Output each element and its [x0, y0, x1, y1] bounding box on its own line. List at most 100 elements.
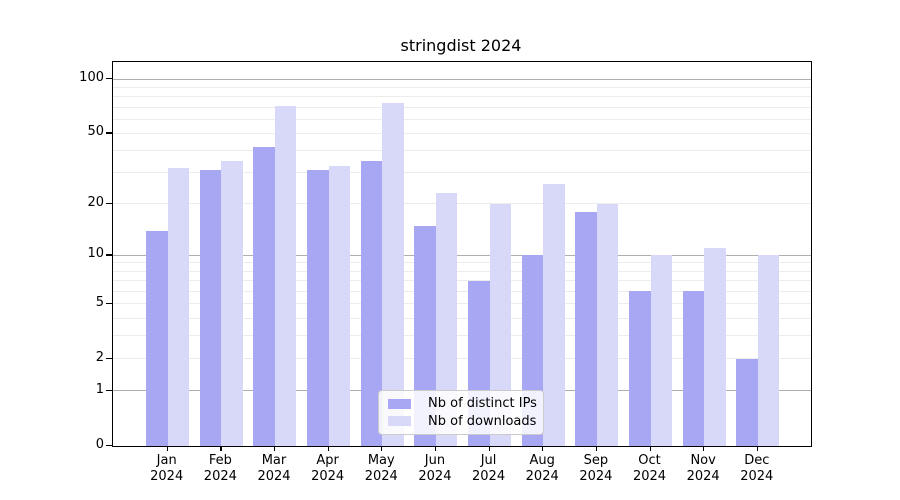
y-tick-label-2: 2	[95, 349, 104, 365]
bar-ips-feb	[199, 170, 222, 446]
x-tick-year: 2024	[525, 469, 559, 484]
y-tick-mark	[106, 445, 112, 447]
x-tick-mark	[434, 446, 437, 451]
y-tick-mark	[106, 389, 112, 392]
gridline-major	[113, 254, 811, 256]
x-tick-mark	[327, 446, 329, 451]
gridline-minor	[113, 303, 811, 305]
gridline-minor	[113, 270, 811, 272]
bar-downloads-oct	[650, 255, 672, 446]
x-tick-month: Oct	[638, 453, 661, 468]
y-tick-label-5: 5	[95, 294, 104, 310]
legend: Nb of distinct IPs Nb of downloads	[378, 390, 544, 435]
bar-ips-dec	[736, 358, 758, 446]
bar-ips-sep	[575, 211, 597, 446]
x-tick-year: 2024	[472, 469, 506, 484]
x-tick-month: May	[367, 453, 395, 468]
x-tick-year: 2024	[686, 469, 720, 484]
x-tick-label-nov: Nov 2024	[675, 453, 731, 485]
x-tick-mark	[488, 446, 490, 451]
bar-ips-nov	[682, 291, 705, 446]
x-tick-month: Feb	[208, 453, 232, 468]
gridline-minor	[113, 203, 811, 205]
bar-downloads-nov	[704, 248, 726, 446]
x-tick-month: Apr	[316, 453, 339, 468]
y-tick-mark	[106, 357, 112, 359]
y-tick-label-0: 0	[95, 437, 104, 452]
x-tick-mark	[703, 446, 705, 451]
x-tick-month: Jun	[424, 453, 446, 468]
legend-swatch-downloads	[388, 416, 411, 427]
x-tick-label-apr: Apr 2024	[300, 453, 356, 485]
x-tick-year: 2024	[150, 469, 184, 484]
gridline-minor	[113, 132, 811, 134]
x-tick-label-oct: Oct 2024	[622, 453, 678, 485]
legend-label-downloads: Nb of downloads	[428, 413, 537, 429]
x-tick-month: Jul	[480, 453, 497, 468]
x-tick-mark	[381, 446, 383, 451]
x-tick-month: Aug	[529, 453, 555, 468]
x-tick-label-feb: Feb 2024	[192, 453, 248, 485]
gridline-minor	[113, 96, 811, 98]
x-tick-label-may: May 2024	[353, 453, 409, 485]
x-tick-mark	[542, 446, 544, 451]
x-tick-mark	[220, 446, 222, 451]
bar-downloads-aug	[543, 183, 565, 446]
x-tick-month: Jan	[156, 453, 177, 468]
bar-downloads-feb	[221, 161, 243, 446]
chart-title: stringdist 2024	[400, 36, 522, 55]
y-tick-label-10: 10	[87, 246, 104, 262]
gridline-minor	[113, 358, 811, 360]
x-tick-month: Dec	[744, 453, 770, 468]
bar-downloads-mar	[274, 106, 297, 446]
legend-item-distinct-ips: Nb of distinct IPs	[388, 396, 537, 411]
bar-ips-jan	[146, 230, 168, 446]
x-tick-mark	[649, 446, 651, 451]
y-tick-mark	[106, 202, 112, 205]
x-tick-year: 2024	[311, 469, 345, 484]
y-tick-label-1: 1	[95, 381, 104, 397]
x-tick-mark	[756, 446, 758, 451]
x-tick-label-jan: Jan 2024	[139, 453, 195, 485]
x-tick-label-aug: Aug 2024	[514, 453, 570, 485]
gridline-minor	[113, 150, 811, 152]
x-tick-month: Mar	[261, 453, 287, 468]
x-tick-year: 2024	[257, 469, 291, 484]
legend-swatch-distinct-ips	[388, 398, 411, 409]
y-tick-label-50: 50	[87, 124, 104, 140]
bar-downloads-jun	[435, 193, 458, 446]
gridline-minor	[113, 262, 811, 264]
x-tick-mark	[166, 446, 168, 451]
y-tick-mark	[106, 254, 112, 256]
gridline-minor	[113, 106, 811, 108]
x-tick-label-jul: Jul 2024	[461, 453, 517, 485]
gridline-minor	[113, 280, 811, 282]
x-tick-month: Nov	[690, 453, 716, 468]
legend-item-downloads: Nb of downloads	[388, 413, 537, 429]
gridline-minor	[113, 86, 811, 88]
x-tick-label-dec: Dec 2024	[729, 453, 785, 485]
x-tick-label-mar: Mar 2024	[246, 453, 302, 485]
bar-downloads-dec	[757, 255, 780, 446]
bar-downloads-jul	[489, 203, 512, 446]
y-tick-mark	[106, 302, 112, 304]
x-tick-year: 2024	[740, 469, 774, 484]
x-tick-month: Sep	[583, 453, 609, 468]
y-tick-mark	[106, 78, 112, 80]
x-tick-mark	[595, 446, 598, 451]
gridline-minor	[113, 317, 811, 319]
x-tick-year: 2024	[418, 469, 452, 484]
y-tick-mark	[106, 132, 112, 134]
bar-ips-may	[360, 161, 383, 446]
x-tick-label-jun: Jun 2024	[407, 453, 463, 485]
bar-ips-apr	[307, 170, 329, 446]
x-tick-mark	[273, 446, 276, 451]
gridline-minor	[113, 172, 811, 174]
x-tick-year: 2024	[632, 469, 667, 484]
bar-downloads-jan	[167, 168, 190, 446]
bar-ips-oct	[629, 291, 651, 446]
x-tick-year: 2024	[203, 469, 237, 484]
bar-downloads-sep	[596, 203, 619, 446]
gridline-minor	[113, 335, 811, 337]
gridline-minor	[113, 118, 811, 120]
